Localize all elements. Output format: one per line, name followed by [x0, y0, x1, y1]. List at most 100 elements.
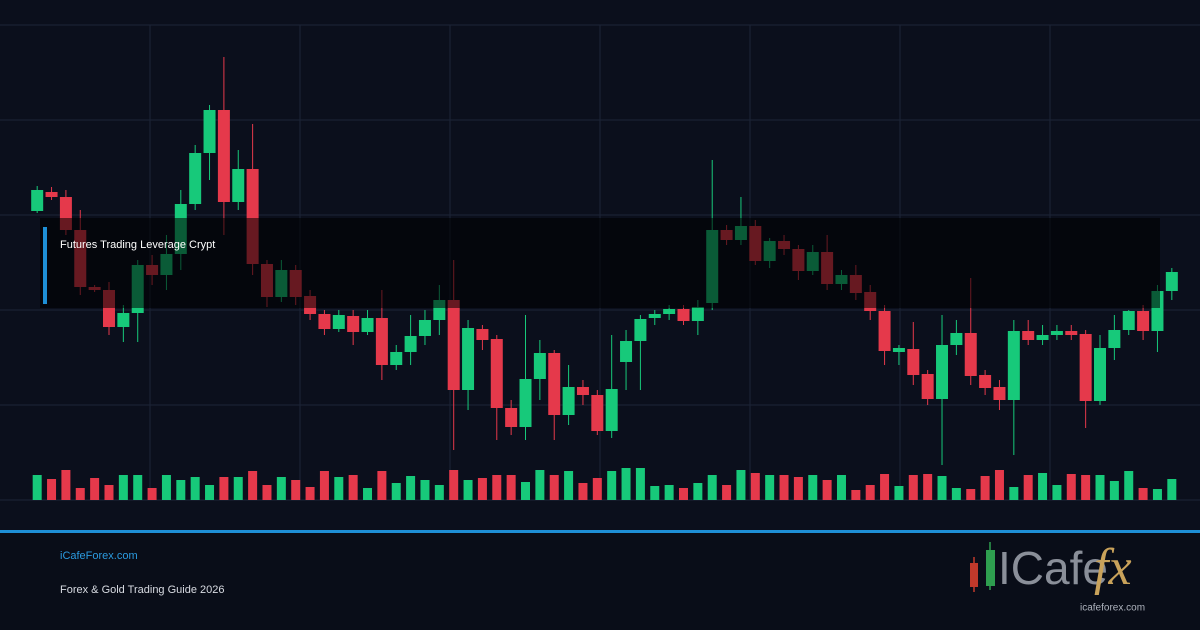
volume-bar	[1009, 487, 1019, 500]
volume-bar	[836, 475, 846, 500]
overlay-title: Futures Trading Leverage Crypt	[60, 239, 215, 251]
candle-body	[31, 190, 44, 211]
candle-body	[447, 300, 460, 390]
footer-subtitle: Forex & Gold Trading Guide 2026	[60, 584, 224, 596]
volume-bar	[233, 477, 243, 500]
volume-bar	[75, 488, 85, 500]
candle-body	[562, 387, 575, 415]
volume-bar	[1138, 488, 1148, 500]
candle-body	[418, 320, 431, 336]
candle-body	[950, 333, 963, 345]
logo-candle	[970, 563, 978, 587]
volume-bar	[765, 475, 775, 500]
candle-body	[505, 408, 518, 427]
volume-bar	[880, 474, 890, 500]
candle-body	[375, 318, 388, 365]
volume-bar	[951, 488, 961, 500]
volume-bar	[477, 478, 487, 500]
overlay-box	[40, 218, 1160, 308]
volume-bar	[750, 473, 760, 500]
logo-text: ICafe	[998, 542, 1108, 594]
volume-bar	[463, 480, 473, 500]
candle-body	[347, 316, 360, 332]
candle-body	[878, 311, 891, 351]
candle-body	[476, 329, 489, 340]
volume-bar	[276, 477, 286, 500]
volume-bar	[377, 471, 387, 500]
volume-bar	[1081, 475, 1091, 500]
candle-body	[404, 336, 417, 352]
volume-bar	[1066, 474, 1076, 500]
volume-bar	[722, 485, 732, 500]
candle-body	[921, 374, 934, 399]
volume-bar	[908, 475, 918, 500]
candle-body	[332, 315, 345, 329]
volume-bar	[219, 477, 229, 500]
candle-body	[1065, 331, 1078, 335]
volume-bar	[865, 485, 875, 500]
candle-body	[1079, 334, 1092, 401]
candle-body	[1036, 335, 1049, 340]
volume-bar	[851, 490, 861, 500]
volume-bar	[621, 468, 631, 500]
volume-bar	[506, 475, 516, 500]
candle-body	[892, 348, 905, 352]
candle-body	[634, 319, 647, 341]
volume-bar	[391, 483, 401, 500]
candle-body	[677, 309, 690, 321]
volume-bar	[262, 485, 272, 500]
volume-bar	[248, 471, 258, 500]
volume-bar	[176, 480, 186, 500]
volume-bar	[1167, 479, 1177, 500]
candle-body	[576, 387, 589, 395]
volume-bar	[118, 475, 128, 500]
candle-body	[390, 352, 403, 365]
candle-body	[964, 333, 977, 376]
candle-body	[1165, 272, 1178, 291]
footer-line	[0, 530, 1200, 533]
candle-body	[591, 395, 604, 431]
volume-bar	[305, 487, 315, 500]
logo-icon	[970, 542, 995, 592]
candle-body	[519, 379, 532, 427]
footer-background	[0, 533, 1200, 630]
volume-bar	[793, 477, 803, 500]
logo-url: icafeforex.com	[1080, 603, 1145, 614]
volume-bar	[1023, 475, 1033, 500]
candle-body	[1094, 348, 1107, 401]
candle-body	[462, 328, 475, 390]
candle-body	[318, 314, 331, 329]
volume-bar	[348, 475, 358, 500]
volume-bar	[678, 488, 688, 500]
volume-bar	[693, 483, 703, 500]
candle-body	[663, 309, 676, 314]
candle-body	[1108, 330, 1121, 348]
volume-bar	[564, 471, 574, 500]
volume-bar	[966, 489, 976, 500]
candle-body	[361, 318, 374, 332]
volume-bar	[923, 474, 933, 500]
volume-bar	[736, 470, 746, 500]
volume-bar	[1038, 473, 1048, 500]
volume-bar	[291, 480, 301, 500]
candle-body	[1050, 331, 1063, 335]
volume-bar	[822, 480, 832, 500]
volume-bar	[592, 478, 602, 500]
logo-candle	[986, 550, 995, 586]
volume-bar	[434, 485, 444, 500]
candle-body	[1137, 311, 1150, 331]
candle-body	[907, 349, 920, 375]
volume-bar	[808, 475, 818, 500]
candle-body	[691, 307, 704, 321]
candle-body	[217, 110, 230, 202]
candle-body	[490, 339, 503, 408]
volume-bar	[1152, 489, 1162, 500]
candle-body	[620, 341, 633, 362]
candle-body	[993, 387, 1006, 400]
candle-body	[548, 353, 561, 415]
volume-bar	[334, 477, 344, 500]
accent-bar	[43, 227, 47, 304]
volume-bar	[406, 476, 416, 500]
volume-bar	[205, 485, 215, 500]
volume-bar	[980, 476, 990, 500]
